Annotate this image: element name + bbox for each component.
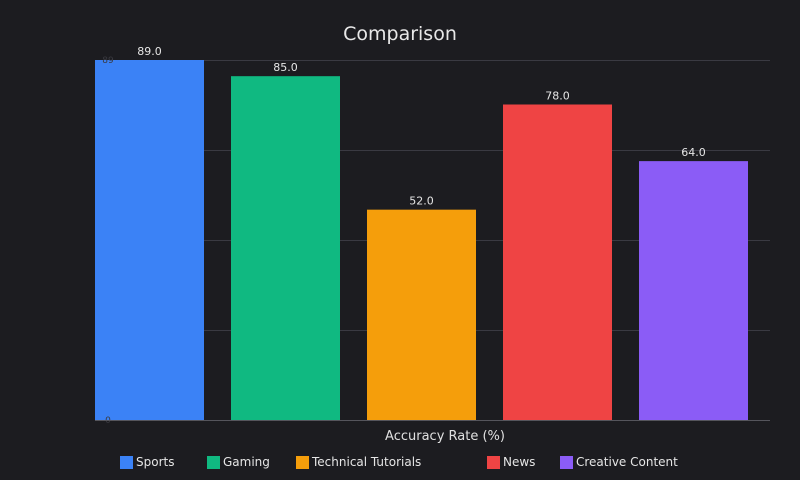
- bar-gaming[interactable]: [231, 76, 340, 420]
- bar-sports[interactable]: [95, 60, 204, 420]
- legend-label: Sports: [136, 455, 174, 469]
- legend[interactable]: Sports Gaming Technical Tutorials News Creat…: [120, 455, 678, 469]
- value-label: 85.0: [273, 61, 298, 74]
- legend-label: Gaming: [223, 455, 270, 469]
- x-axis-label: Accuracy Rate (%): [385, 429, 505, 444]
- bar-news[interactable]: [503, 104, 612, 420]
- legend-item-gaming[interactable]: Gaming: [207, 455, 270, 469]
- y-tick-label: 89: [102, 56, 114, 66]
- legend-swatch: [560, 456, 573, 469]
- legend-swatch: [487, 456, 500, 469]
- value-label: 89.0: [137, 45, 162, 58]
- bars: [95, 60, 748, 420]
- legend-label: Technical Tutorials: [311, 455, 421, 469]
- chart-title: Comparison: [343, 23, 457, 45]
- value-labels: 89.0 85.0 52.0 78.0 64.0: [137, 45, 706, 208]
- legend-label: Creative Content: [576, 455, 678, 469]
- value-label: 78.0: [545, 89, 570, 102]
- value-label: 64.0: [681, 146, 706, 159]
- legend-swatch: [207, 456, 220, 469]
- legend-item-news[interactable]: News: [487, 455, 535, 469]
- legend-label: News: [503, 455, 535, 469]
- bar-technical-tutorials[interactable]: [367, 209, 476, 420]
- legend-item-technical-tutorials[interactable]: Technical Tutorials: [296, 455, 421, 469]
- legend-swatch: [296, 456, 309, 469]
- value-label: 52.0: [409, 195, 434, 208]
- legend-item-sports[interactable]: Sports: [120, 455, 174, 469]
- legend-item-creative-content[interactable]: Creative Content: [560, 455, 678, 469]
- bar-creative-content[interactable]: [639, 161, 748, 420]
- legend-swatch: [120, 456, 133, 469]
